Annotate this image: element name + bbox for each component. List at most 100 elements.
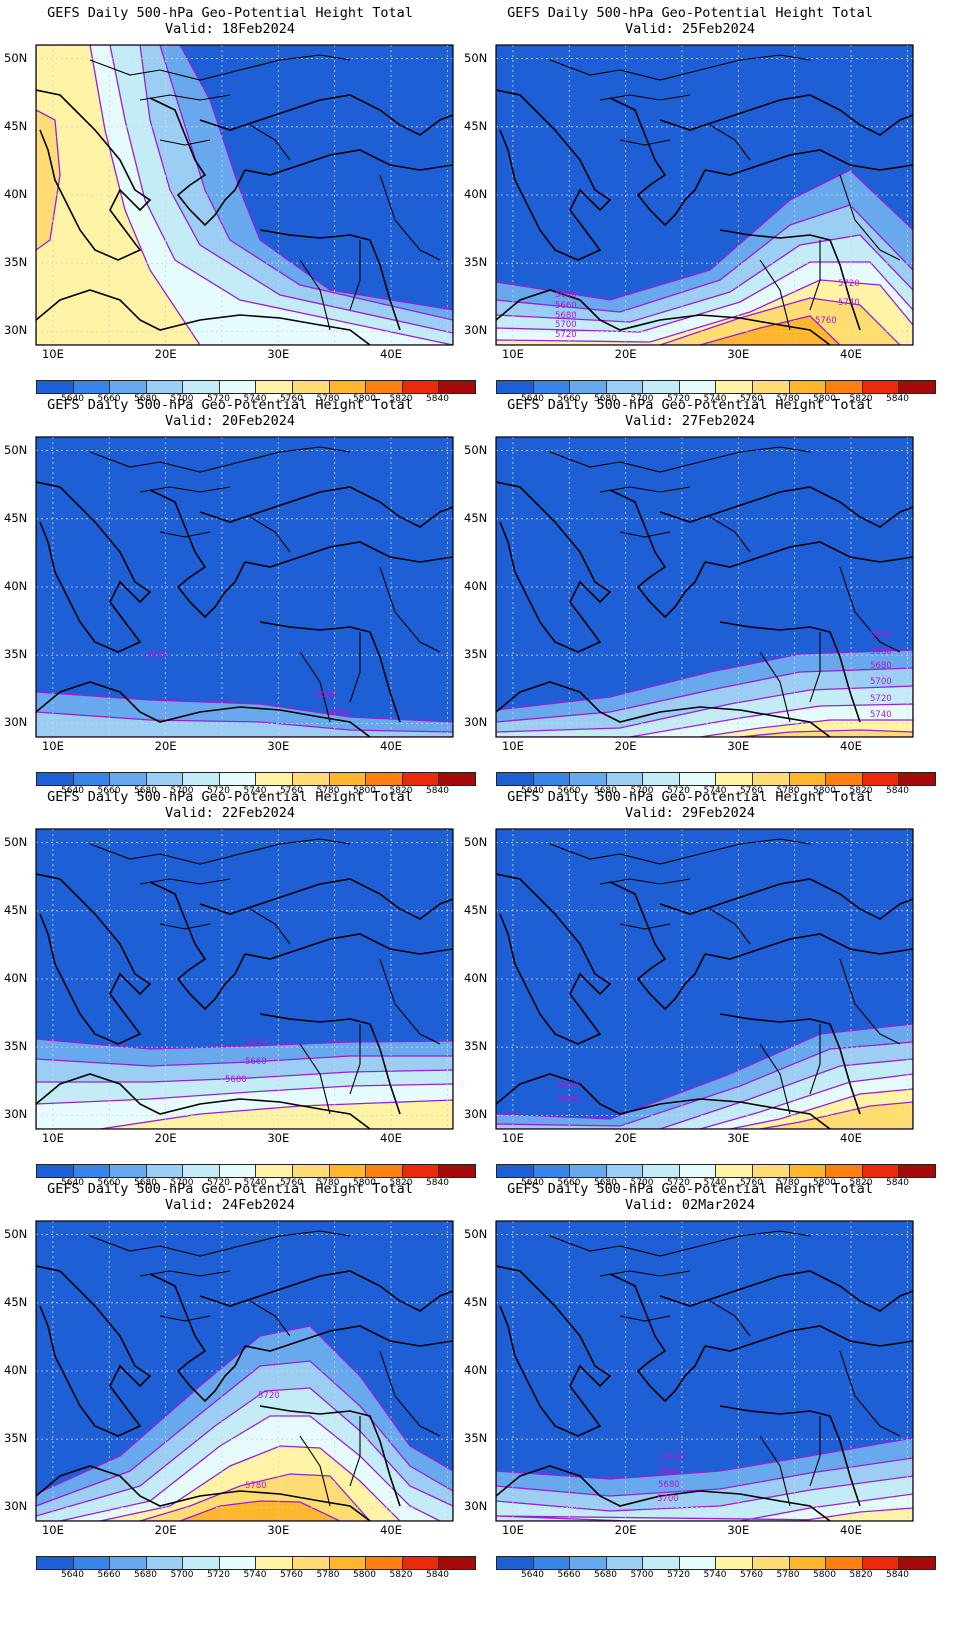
colorbar-label: 5720 [207,786,230,796]
colorbar-label: 5840 [886,786,909,796]
map-canvas: 5720 5780 [35,1220,454,1522]
contour-label: 5660 [870,647,892,657]
panel-valid-date: Valid: 27Feb2024 [624,413,756,429]
colorbar-label: 5660 [97,786,121,796]
coastline [609,97,706,227]
latitude-label: 30N [4,1107,28,1122]
longitude-label: 40E [380,1131,402,1145]
latitude-label: 45N [464,118,488,133]
colorbar-label: 5680 [134,786,157,796]
colorbar-label: 5760 [740,1570,763,1580]
colorbar-swatch [643,1165,680,1177]
map-frame [495,44,914,346]
colorbar-swatch [73,381,111,393]
contour-label: 5720 [870,694,892,704]
colorbar-swatch [219,773,257,785]
map-frame [495,436,914,738]
country-border [89,838,351,865]
colorbar-swatch [862,381,900,393]
contour-label: 5720 [258,1391,280,1401]
colorbar-swatch [183,1165,220,1177]
colorbar-label: 5720 [207,394,230,404]
colorbar-swatch [497,773,534,785]
colorbar-swatch [293,773,330,785]
colorbar-label: 5700 [630,1570,654,1580]
colorbar-swatch [439,1165,475,1177]
latitude-label: 40N [4,579,28,593]
colorbar-label: 5740 [243,394,267,404]
colorbar-label: 5680 [134,1570,157,1580]
colorbar-swatch [37,1165,74,1177]
coastline [199,878,453,920]
colorbar-label: 5800 [353,786,376,796]
colorbar-label: 5820 [389,1570,413,1580]
longitude-label: 10E [41,739,64,753]
longitude-label: 20E [154,347,177,361]
colorbar-swatch [37,381,74,393]
colorbar-swatch [146,773,184,785]
colorbar-label: 5640 [521,1178,544,1188]
longitude-label: 10E [501,739,524,753]
colorbar [496,1164,936,1178]
colorbar-swatch [679,381,717,393]
panel-title: GEFS Daily 500-hPa Geo-Potential Height … [507,789,873,805]
latitude-label: 50N [4,1226,28,1241]
colorbar-label: 5820 [849,1178,873,1188]
colorbar-swatch [402,773,440,785]
map-panel-2: GEFS Daily 500-hPa Geo-Potential Height … [460,0,936,410]
longitude-label: 40E [840,1131,862,1145]
colorbar-swatch [439,1557,475,1569]
country-border [599,94,691,101]
coastline [496,89,612,261]
colorbar-swatch [606,381,644,393]
colorbar-label: 5640 [61,1570,84,1580]
contour-label: 5660 [557,1095,579,1105]
latitude-label: 35N [4,1431,28,1446]
coastline [36,1265,152,1437]
panel-valid-date: Valid: 29Feb2024 [624,805,756,821]
latitude-label: 50N [464,834,488,849]
latitude-label: 30N [464,1499,488,1514]
colorbar-swatch [789,1165,827,1177]
country-border [139,878,231,885]
coastline [199,94,453,136]
colorbar-swatch [643,1557,680,1569]
colorbar-swatch [753,381,790,393]
country-border [619,1315,671,1322]
country-border [89,1230,351,1257]
colorbar-label: 5840 [426,394,449,404]
latitude-label: 30N [464,323,488,338]
colorbar-swatch [753,1165,790,1177]
country-border [379,958,441,1045]
coastline [36,1073,371,1129]
colorbar-swatch [293,1165,330,1177]
longitude-label: 10E [41,347,64,361]
colorbar-swatch [219,1557,257,1569]
coastline [704,149,913,176]
map-panel-1: GEFS Daily 500-hPa Geo-Potential Height … [0,0,476,410]
colorbar-label: 5660 [97,394,121,404]
map-frame [495,1220,914,1522]
colorbar-swatch [606,1557,644,1569]
contour-label: 5660 [658,1466,680,1476]
latitude-label: 45N [4,118,28,133]
colorbar-swatch [716,381,754,393]
colorbar-swatch [497,381,534,393]
latitude-label: 30N [4,1499,28,1514]
colorbar [496,1556,936,1570]
colorbar-swatch [826,381,863,393]
longitude-label: 30E [727,1523,750,1537]
coastline [719,229,861,331]
latitude-label: 40N [4,187,28,201]
colorbar-label: 5800 [353,1178,376,1188]
longitude-label: 20E [154,739,177,753]
colorbar-label: 5660 [557,394,581,404]
colorbar [496,380,936,394]
latitude-label: 30N [464,715,488,730]
panel-valid-date: Valid: 02Mar2024 [624,1197,756,1213]
colorbar-swatch [73,1557,111,1569]
longitude-label: 10E [501,347,524,361]
panel-valid-date: Valid: 24Feb2024 [164,1197,296,1213]
coastline [704,1325,913,1352]
colorbar-label: 5660 [97,1178,121,1188]
